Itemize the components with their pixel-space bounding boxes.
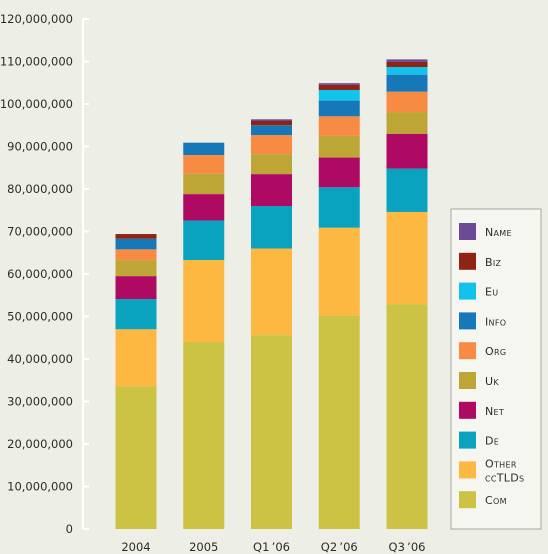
bar-segment: [183, 342, 225, 529]
bar-segment: [318, 315, 360, 529]
bar-segment: [115, 329, 157, 387]
legend-label-line: Other: [485, 457, 517, 470]
bar-segment: [115, 249, 157, 261]
y-tick-label: 10,000,000: [7, 480, 73, 494]
legend-swatch: [459, 252, 476, 270]
y-tick-label: 100,000,000: [0, 97, 73, 111]
legend-swatch: [459, 431, 476, 449]
bar-segment: [251, 154, 292, 175]
legend-swatch: [459, 342, 476, 360]
bar-segment: [318, 135, 360, 158]
bar-segment: [386, 304, 428, 529]
bar-segment: [115, 299, 157, 330]
y-tick-label: 110,000,000: [0, 55, 73, 69]
bar-segment: [251, 174, 292, 206]
legend-label: Uk: [485, 375, 499, 388]
bar-segment: [386, 133, 428, 169]
bar-segment: [318, 187, 360, 228]
bar-segment: [183, 220, 225, 260]
bar-segment: [183, 173, 225, 195]
legend-swatch: [459, 223, 476, 240]
y-tick-label: 40,000,000: [7, 352, 73, 366]
y-axis: 0 10,000,000 20,000,000 30,000,000 40,000,00…: [0, 12, 89, 536]
legend-label: Org: [485, 345, 506, 358]
bar-segment: [251, 119, 292, 121]
x-tick-label: 2004: [121, 540, 150, 554]
bar-segment: [386, 61, 428, 68]
y-tick-label: 70,000,000: [7, 225, 73, 239]
bar-segment: [183, 194, 225, 221]
y-tick-label: 90,000,000: [7, 140, 73, 154]
x-tick-label: Q1 ’06: [253, 540, 290, 554]
bar-segment: [251, 121, 292, 126]
legend-swatch: [459, 491, 476, 509]
legend-label: Com: [485, 494, 507, 507]
legend-swatch: [459, 401, 476, 419]
bar-segment: [251, 335, 292, 529]
bar-segment: [115, 234, 157, 239]
bar-segment: [183, 259, 225, 342]
x-tick-label: 2005: [189, 540, 218, 554]
bar-segment: [318, 157, 360, 188]
bar-segment: [251, 248, 292, 336]
bar-segment: [318, 227, 360, 316]
y-tick-label: 80,000,000: [7, 182, 73, 196]
legend-label-line: ccTLDs: [485, 471, 524, 484]
legend-label: Name: [485, 226, 512, 239]
x-tick-label: Q2 ’06: [321, 540, 358, 554]
bar-segment: [318, 83, 360, 85]
bar-segment: [251, 125, 292, 136]
bar-segment: [386, 67, 428, 75]
bar-segment: [115, 386, 157, 529]
bar-segment: [386, 168, 428, 212]
legend-label: Info: [485, 315, 506, 328]
bar-segment: [115, 260, 157, 277]
y-tick-label: 0: [66, 522, 73, 536]
bar-segment: [318, 84, 360, 90]
legend-label: De: [485, 435, 499, 448]
x-axis: 2004 2005 Q1 ’06 Q2 ’06 Q3 ’06: [121, 540, 425, 554]
y-tick-label: 60,000,000: [7, 267, 73, 281]
plot-area: [115, 59, 428, 529]
bar-segment: [318, 89, 360, 101]
x-tick-label: Q3 ’06: [389, 540, 426, 554]
bar-segment: [318, 100, 360, 117]
legend-label: Net: [485, 405, 504, 418]
legend-swatch: [459, 461, 476, 479]
bar-segment: [251, 206, 292, 249]
y-tick-label: 50,000,000: [7, 310, 73, 324]
bar-segment: [386, 91, 428, 113]
legend-swatch: [459, 312, 476, 330]
bar-segment: [115, 276, 157, 300]
bar-segment: [251, 135, 292, 155]
bar-segment: [183, 155, 225, 174]
y-tick-label: 30,000,000: [7, 395, 73, 409]
bar-segment: [183, 142, 225, 155]
legend-swatch: [459, 372, 476, 389]
bar-segment: [386, 74, 428, 92]
bar-segment: [386, 59, 428, 62]
legend-label: Eu: [485, 286, 498, 299]
bar-segment: [386, 211, 428, 305]
y-tick-label: 20,000,000: [7, 437, 73, 451]
bar-segment: [318, 116, 360, 136]
legend-label: Biz: [485, 256, 502, 269]
y-tick-label: 120,000,000: [0, 12, 73, 26]
bar-segment: [386, 112, 428, 134]
legend-swatch: [459, 282, 476, 300]
bar-segment: [115, 238, 157, 250]
